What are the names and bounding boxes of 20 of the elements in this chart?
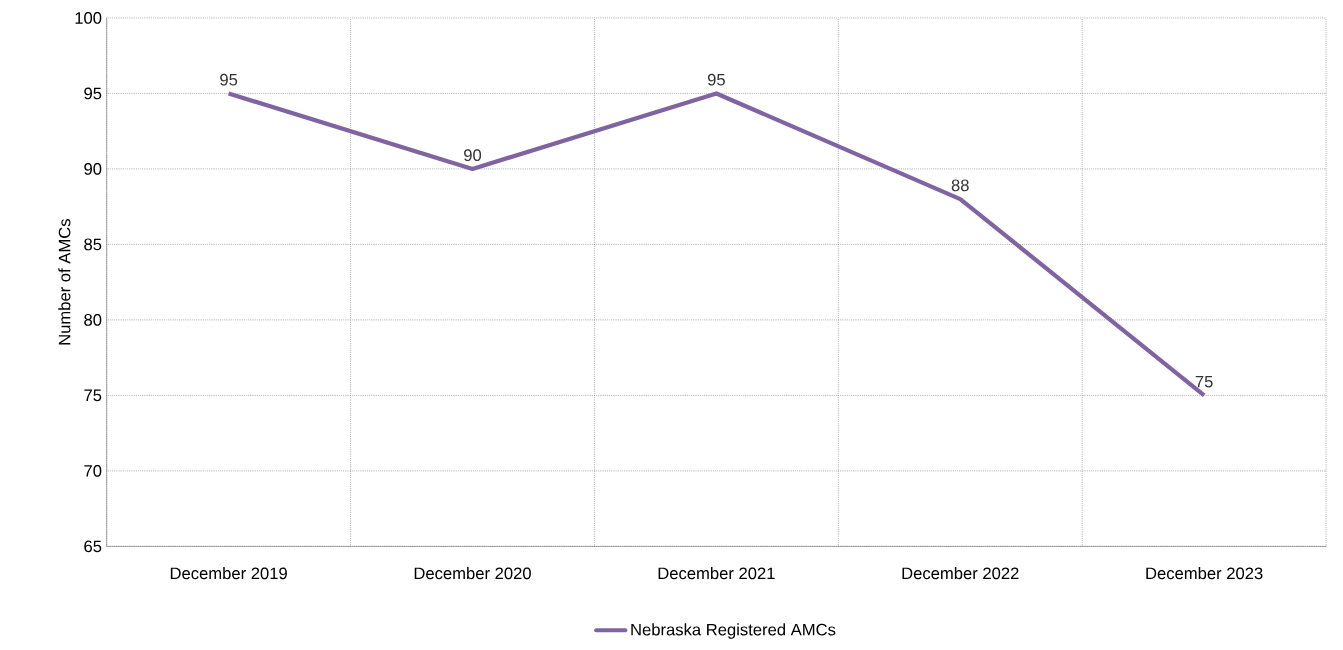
y-tick-label: 80 [84,314,102,326]
y-tick-label: 95 [84,87,102,100]
x-tick-label: December 2022 [902,566,1019,580]
x-tick-label: December 2019 [170,566,287,580]
x-tick-label: December 2021 [658,566,775,580]
y-tick-label: 85 [84,238,102,251]
legend-label: Nebraska Registered AMCs [631,623,836,639]
data-label: 88 [951,179,969,192]
y-tick-label: 75 [84,389,102,402]
data-label: 75 [1195,375,1213,388]
y-tick-label: 70 [84,464,102,477]
data-label: 95 [707,73,725,86]
data-label: 95 [220,73,238,86]
data-label: 90 [464,149,482,161]
y-tick-label: 90 [84,163,102,175]
y-axis-title: Number of AMCs [58,219,71,345]
y-tick-label: 65 [84,540,102,553]
y-tick-label: 100 [75,12,102,24]
x-tick-label: December 2023 [1146,566,1263,580]
x-tick-label: December 2020 [414,566,531,580]
